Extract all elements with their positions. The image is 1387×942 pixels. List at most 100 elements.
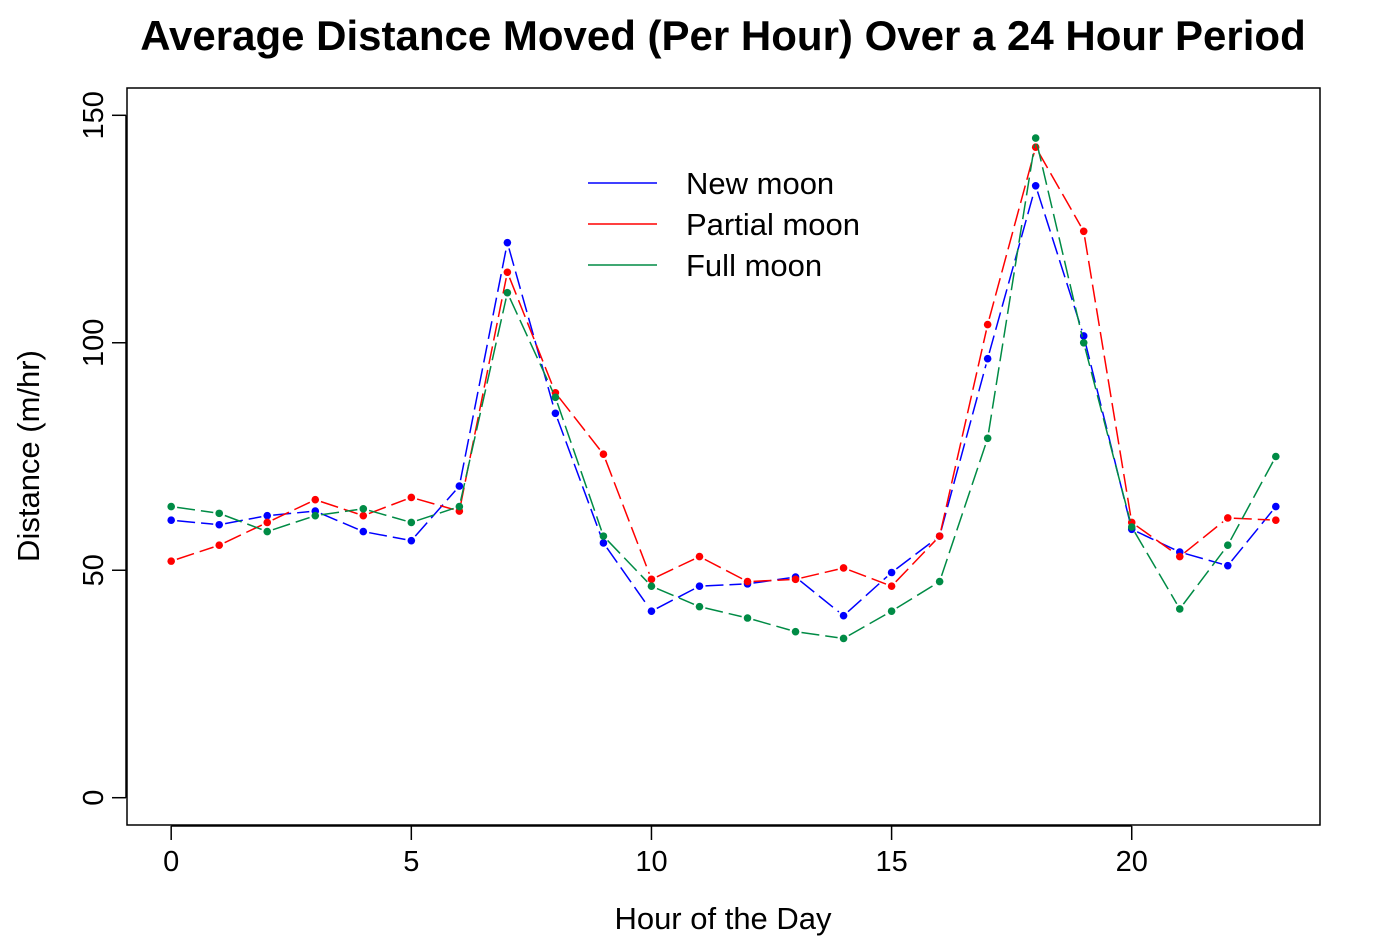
series-line-segment [510,278,554,387]
series-line-segment [1184,522,1223,553]
data-point [1032,134,1040,142]
series-line-segment [557,403,601,530]
chart-title: Average Distance Moved (Per Hour) Over a… [140,12,1305,59]
x-tick-label: 5 [403,846,419,878]
data-point [1080,339,1088,347]
data-point [984,321,992,329]
legend-label-full-moon: Full moon [686,248,822,283]
series-line-segment [753,620,789,630]
series-line-segment [657,559,694,577]
data-point [888,582,896,590]
data-point [263,519,271,527]
series-line-segment [606,460,650,574]
data-point [552,409,560,417]
data-point [984,435,992,443]
series-line-segment [754,580,790,582]
data-point [1272,503,1280,511]
data-point [600,539,608,547]
series-line-segment [896,540,936,581]
series-line-segment [801,632,837,637]
series-line-segment [461,249,507,481]
data-point [936,532,944,540]
data-point [504,239,512,247]
data-point [408,494,416,502]
data-point [1272,453,1280,461]
y-axis: 0 50 100 150 [78,91,126,806]
data-point [1224,562,1232,570]
series-line-segment [510,298,553,392]
x-axis-label: Hour of the Day [614,901,832,936]
series-line-segment [849,570,886,584]
data-point [696,582,704,590]
series-line-segment [417,508,454,520]
data-point [936,578,944,586]
data-point [504,289,512,297]
series-line-segment [989,144,1035,432]
data-point [648,607,656,615]
data-point [359,505,367,513]
series-line-segment [1186,554,1222,564]
data-point [744,578,752,586]
series-line-segment [705,608,741,617]
data-point [1176,553,1184,561]
series-line-segment [1085,237,1131,516]
data-point [888,607,896,615]
legend-label-new-moon: New moon [686,166,834,201]
series-line-segment [800,581,839,612]
data-point [504,268,512,276]
series-line-segment [177,521,213,524]
series-line-segment [989,153,1034,319]
y-tick-label: 0 [78,790,110,806]
data-point [744,614,752,622]
series-line-segment [557,419,601,537]
series-line-segment [705,584,741,586]
data-point [359,528,367,536]
data-point [696,603,704,611]
data-point [888,569,896,577]
series-line-segment [1135,532,1177,604]
data-point [408,519,416,527]
data-point [1080,228,1088,236]
y-tick-label: 100 [78,319,110,367]
data-point [840,635,848,643]
data-point [696,553,704,561]
series-line-segment [1231,462,1273,540]
series-line-segment [509,248,554,407]
series-line-segment [321,502,358,514]
series-line-segment [657,589,694,605]
data-point [167,557,175,565]
data-point [215,510,223,518]
series-line-segment [849,614,887,635]
x-axis: 0 5 10 15 20 [163,826,1148,878]
data-point [840,564,848,572]
series-line-segment [942,444,986,576]
legend-label-partial-moon: Partial moon [686,207,860,242]
x-tick-label: 20 [1116,846,1148,878]
data-point [1224,541,1232,549]
data-point [408,537,416,545]
series-line-segment [415,491,455,537]
series-line-segment [657,589,694,608]
series-line-segment [941,364,986,530]
series-line-segment [177,507,213,512]
series-line-segment [273,502,310,520]
y-tick-label: 150 [78,91,110,139]
data-point [311,512,319,520]
x-tick-label: 0 [163,846,179,878]
data-point [792,628,800,636]
data-point [1176,605,1184,613]
series-line-segment [461,299,506,501]
data-point [552,394,560,402]
data-point [600,450,608,458]
data-point [215,541,223,549]
data-point [1032,182,1040,190]
data-point [600,532,608,540]
data-point [215,521,223,529]
series-line-segment [321,513,358,529]
series-line-segment [273,512,309,515]
series-line-segment [801,569,837,578]
series-line-segment [1137,526,1175,553]
series-line-segment [417,499,453,509]
